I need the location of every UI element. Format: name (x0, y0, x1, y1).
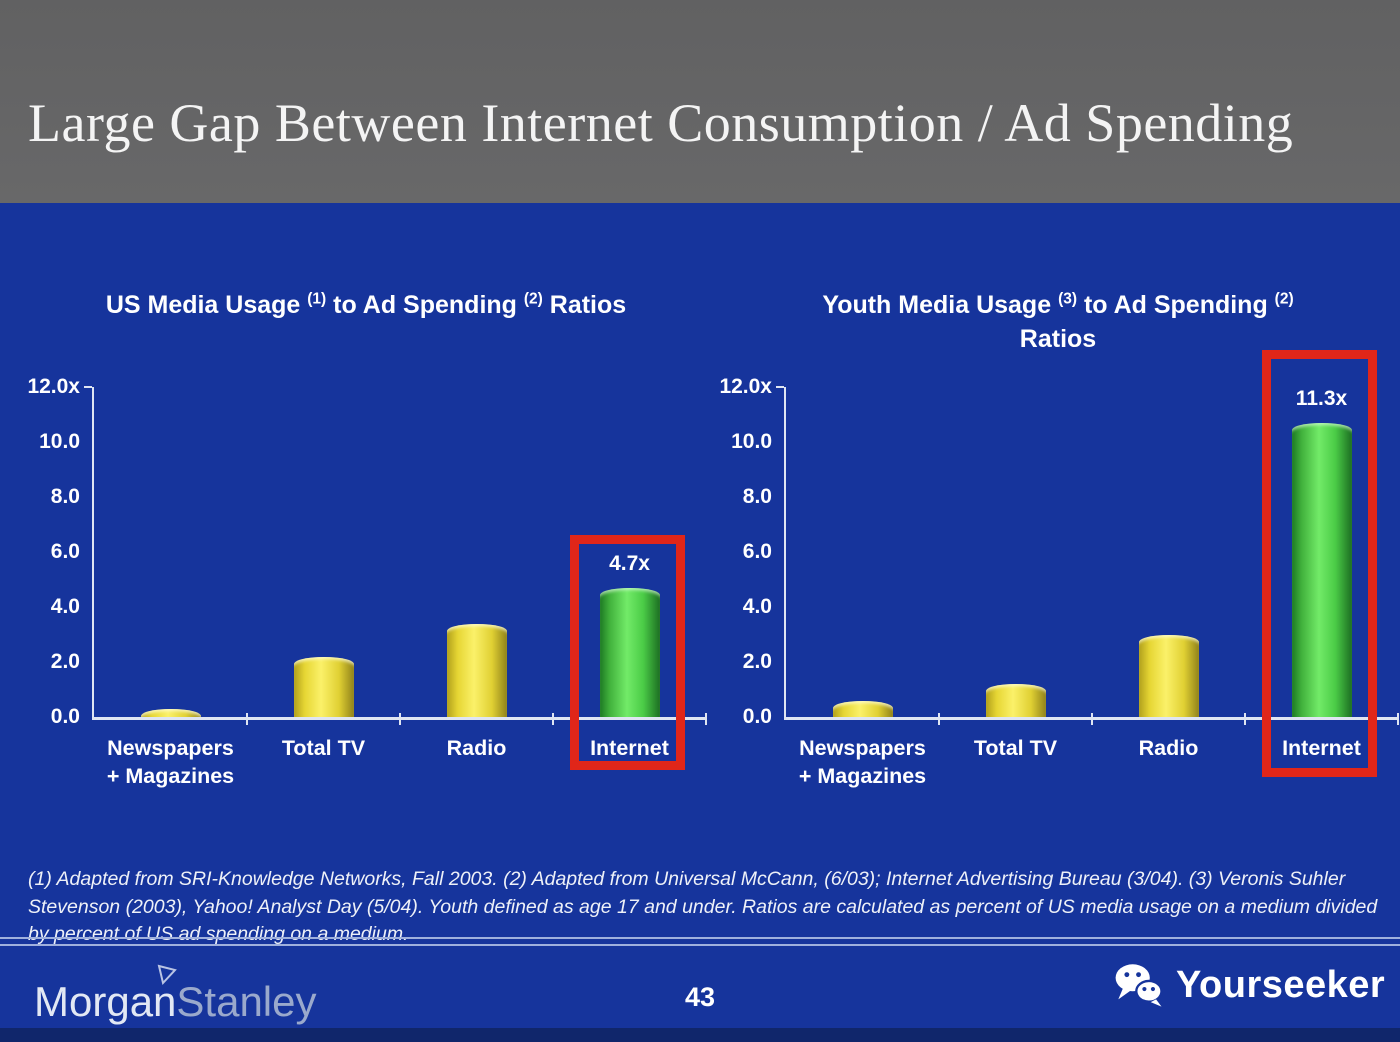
title-superscript: (1) (307, 290, 327, 308)
category-label: Newspapers + Magazines (798, 736, 927, 788)
title-text: US Media Usage (105, 291, 308, 319)
y-axis-tick-label: 0.0 (742, 705, 772, 728)
title-text: Ratios (1019, 324, 1097, 353)
morgan-stanley-logo: MorganStanley (34, 964, 317, 1026)
category-label: Total TV (281, 736, 366, 760)
footnote-text: (1) Adapted from SRI-Knowledge Networks,… (28, 868, 1378, 946)
title-text: to Ad Spending (326, 291, 524, 319)
plot-area: 4.7x (84, 386, 707, 725)
y-axis-tick-label: 4.0 (50, 595, 80, 618)
y-axis-tick-label: 2.0 (742, 650, 772, 673)
wechat-icon (1115, 964, 1163, 1007)
bar-internet (599, 587, 660, 717)
bar-slot: 11.3x (1245, 387, 1398, 717)
y-axis-tick-label: 8.0 (742, 485, 772, 508)
bar-slot (247, 387, 400, 717)
slide-header: Large Gap Between Internet Consumption /… (0, 0, 1400, 203)
bar-newspapers (140, 708, 201, 717)
y-axis-tick-label: 12.0x (27, 375, 80, 398)
x-axis-category-labels: Newspapers + Magazines Total TV Radio Inter… (786, 735, 1398, 791)
internet-highlight-box (1262, 350, 1377, 777)
title-text: Ratios (542, 291, 627, 319)
x-axis-tick (938, 713, 940, 725)
bar-newspapers (832, 700, 893, 717)
footer-separator-line (0, 937, 1400, 946)
bar-slot: 4.7x (553, 387, 706, 717)
bar-radio (1138, 634, 1199, 717)
bar-slot (400, 387, 553, 717)
category-label: Newspapers + Magazines (106, 736, 235, 788)
x-axis-tick (705, 713, 707, 725)
y-axis-labels: 12.0x 10.0 8.0 6.0 4.0 2.0 0.0 (719, 375, 772, 728)
bar-slot (1092, 387, 1245, 717)
bar-total-tv (293, 656, 354, 717)
y-axis-tick-label: 6.0 (50, 540, 80, 563)
bar-value-label: 4.7x (609, 551, 650, 575)
category-label: Radio (1138, 736, 1199, 760)
x-axis-tick (399, 713, 401, 725)
bar-value-label: 11.3x (1295, 387, 1348, 410)
y-axis-tick-label: 10.0 (731, 430, 772, 453)
page-number: 43 (684, 982, 716, 1012)
y-axis-labels: 12.0x 10.0 8.0 6.0 4.0 2.0 0.0 (27, 375, 80, 728)
title-text: Youth Media Usage (822, 291, 1059, 319)
chart-youth-media-usage: Youth Media Usage (3) to Ad Spending (2)… (719, 283, 1399, 803)
bar-radio (446, 623, 507, 717)
watermark-label: Yourseeker (1176, 963, 1386, 1006)
x-axis-tick (1244, 713, 1246, 725)
y-axis-tick-label: 0.0 (50, 705, 80, 728)
watermark: Yourseeker (1112, 962, 1385, 1008)
category-label: Radio (446, 736, 507, 760)
chart-title: Youth Media Usage (3) to Ad Spending (2)… (722, 289, 1394, 357)
x-axis-tick (552, 713, 554, 725)
category-label: Total TV (973, 736, 1058, 760)
title-superscript: (3) (1058, 290, 1078, 308)
plot-area: 11.3x (776, 386, 1399, 725)
bars-group: 11.3x (786, 387, 1398, 717)
bar-internet (1291, 423, 1352, 717)
y-axis-tick-label: 6.0 (742, 540, 772, 563)
bars-group: 4.7x (94, 387, 706, 717)
bar-slot (94, 387, 247, 717)
chart-us-media-usage: US Media Usage (1) to Ad Spending (2) Ra… (27, 283, 707, 803)
bar-total-tv (985, 684, 1046, 717)
brand-word-morgan: Morgan (34, 978, 177, 1025)
category-label: Internet (590, 736, 669, 760)
morgan-stanley-triangle-icon (157, 964, 177, 986)
internet-highlight-box (570, 535, 685, 770)
brand-word-stanley: Stanley (176, 978, 317, 1025)
title-superscript: (2) (1274, 290, 1294, 308)
y-axis-tick-label: 10.0 (39, 430, 80, 453)
x-axis-category-labels: Newspapers + Magazines Total TV Radio Inter… (94, 735, 706, 791)
title-superscript: (2) (523, 290, 543, 308)
category-label: Internet (1282, 736, 1361, 760)
x-axis-tick (1091, 713, 1093, 725)
title-text: to Ad Spending (1077, 291, 1275, 319)
bar-slot (939, 387, 1092, 717)
bottom-strip (0, 1028, 1400, 1042)
y-axis-tick-label: 2.0 (50, 650, 80, 673)
y-axis-tick-label: 4.0 (742, 595, 772, 618)
x-axis-tick (1397, 713, 1399, 725)
bar-slot (786, 387, 939, 717)
y-axis-tick-label: 8.0 (50, 485, 80, 508)
slide-title: Large Gap Between Internet Consumption /… (28, 93, 1294, 153)
x-axis-tick (246, 713, 248, 725)
chart-title: US Media Usage (1) to Ad Spending (2) Ra… (30, 289, 702, 323)
y-axis-tick-label: 12.0x (719, 375, 772, 398)
